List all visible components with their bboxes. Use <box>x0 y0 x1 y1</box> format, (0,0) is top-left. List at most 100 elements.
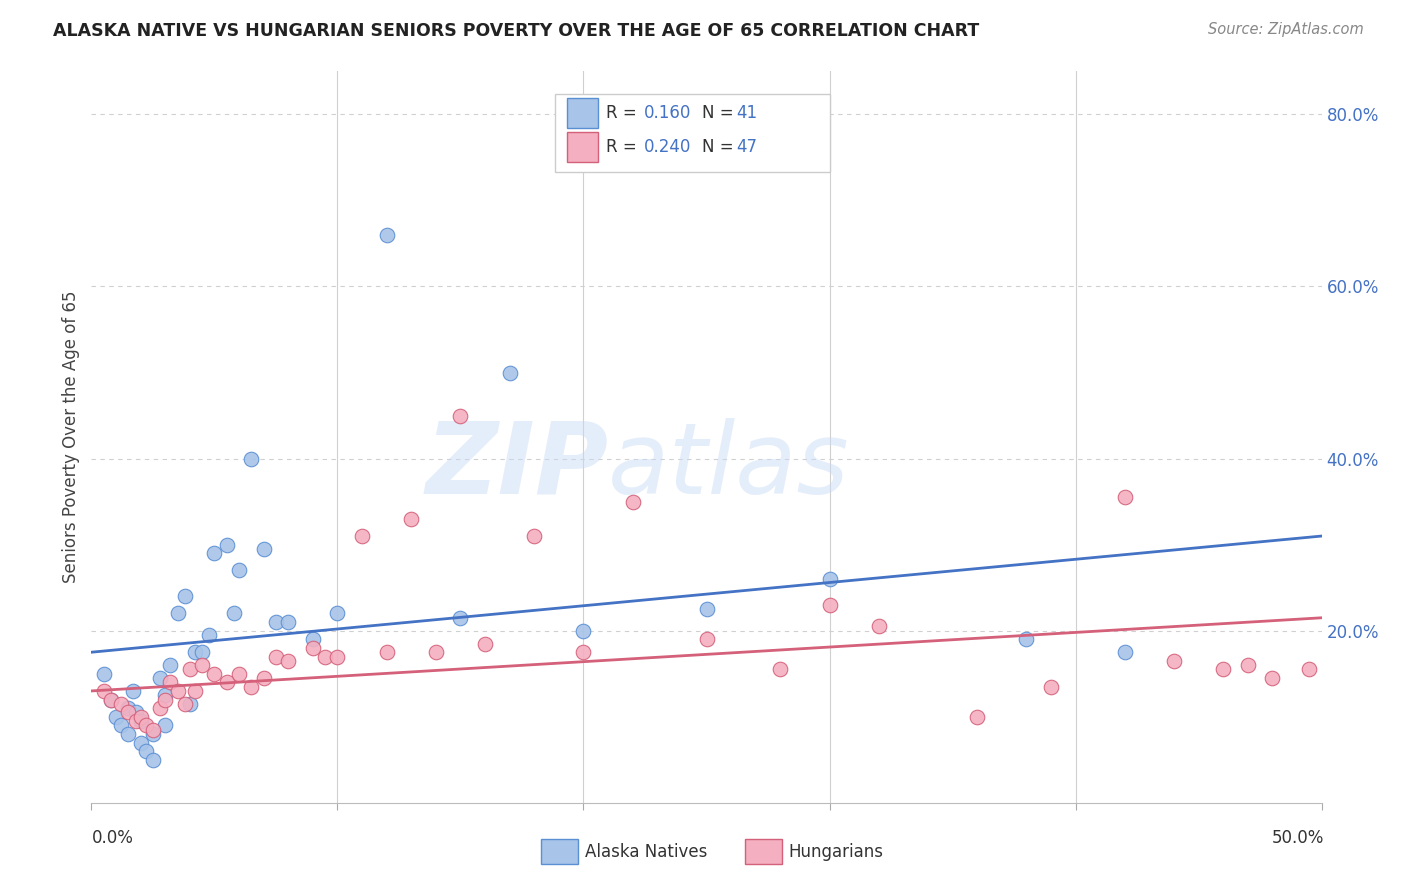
Point <box>228 564 250 578</box>
Point <box>166 684 188 698</box>
Point <box>1114 491 1136 505</box>
Point <box>695 602 717 616</box>
Point <box>149 701 172 715</box>
Point <box>129 714 152 728</box>
Point <box>202 666 225 681</box>
Point <box>198 628 221 642</box>
Point <box>153 692 177 706</box>
Text: R =: R = <box>606 138 643 156</box>
Point <box>100 692 122 706</box>
Point <box>1212 662 1234 676</box>
Point <box>124 706 146 720</box>
Point <box>110 718 132 732</box>
Point <box>399 512 422 526</box>
Text: R =: R = <box>606 104 643 122</box>
Point <box>142 753 165 767</box>
Text: ALASKA NATIVE VS HUNGARIAN SENIORS POVERTY OVER THE AGE OF 65 CORRELATION CHART: ALASKA NATIVE VS HUNGARIAN SENIORS POVER… <box>53 22 980 40</box>
Point <box>117 701 139 715</box>
Point <box>621 494 644 508</box>
Point <box>966 710 988 724</box>
Point <box>695 632 717 647</box>
Point <box>142 727 165 741</box>
Point <box>277 615 299 629</box>
Point <box>326 649 349 664</box>
Point <box>818 598 841 612</box>
Y-axis label: Seniors Poverty Over the Age of 65: Seniors Poverty Over the Age of 65 <box>62 291 80 583</box>
Point <box>1163 654 1185 668</box>
Point <box>1261 671 1284 685</box>
Point <box>769 662 792 676</box>
Point <box>159 658 181 673</box>
Point <box>572 645 595 659</box>
Point <box>868 619 890 633</box>
Point <box>253 671 276 685</box>
Point <box>326 607 349 621</box>
Text: 47: 47 <box>737 138 758 156</box>
Point <box>110 697 132 711</box>
Point <box>240 680 263 694</box>
Point <box>1114 645 1136 659</box>
Point <box>166 607 188 621</box>
Point <box>301 632 323 647</box>
Point <box>474 637 496 651</box>
Point <box>215 538 238 552</box>
Point <box>117 727 139 741</box>
Point <box>1015 632 1038 647</box>
Point <box>523 529 546 543</box>
Point <box>352 529 374 543</box>
Point <box>93 684 115 698</box>
Point <box>449 611 471 625</box>
Point <box>314 649 336 664</box>
Point <box>179 697 201 711</box>
Point <box>498 366 520 380</box>
Point <box>253 541 276 556</box>
Point <box>375 645 398 659</box>
Point <box>818 572 841 586</box>
Point <box>135 744 156 758</box>
Point <box>174 697 197 711</box>
Text: N =: N = <box>702 104 738 122</box>
Point <box>228 666 250 681</box>
Point <box>124 714 146 728</box>
Point <box>135 718 156 732</box>
Point <box>215 675 238 690</box>
Point <box>129 735 152 749</box>
Point <box>183 684 207 698</box>
Text: 0.240: 0.240 <box>644 138 692 156</box>
Text: N =: N = <box>702 138 738 156</box>
Point <box>93 666 115 681</box>
Point <box>1298 662 1320 676</box>
Point <box>572 624 595 638</box>
Point <box>240 451 263 466</box>
Text: Hungarians: Hungarians <box>789 843 884 861</box>
Text: 41: 41 <box>737 104 758 122</box>
Point <box>100 692 122 706</box>
Point <box>1237 658 1260 673</box>
Point <box>142 723 165 737</box>
Point <box>191 658 214 673</box>
Point <box>183 645 207 659</box>
Point <box>129 710 152 724</box>
Point <box>202 546 225 560</box>
Point <box>153 688 177 702</box>
Text: Alaska Natives: Alaska Natives <box>585 843 707 861</box>
Point <box>159 675 181 690</box>
Text: 0.160: 0.160 <box>644 104 692 122</box>
Text: atlas: atlas <box>607 417 849 515</box>
Text: 0.0%: 0.0% <box>91 830 134 847</box>
Point <box>449 409 471 423</box>
Point <box>122 684 145 698</box>
Text: ZIP: ZIP <box>425 417 607 515</box>
Point <box>222 607 246 621</box>
Point <box>191 645 214 659</box>
Point <box>179 662 201 676</box>
Point <box>277 654 299 668</box>
Point <box>149 671 172 685</box>
Point <box>301 640 323 655</box>
Point <box>117 706 139 720</box>
Point <box>375 227 398 242</box>
Point <box>105 710 127 724</box>
Point <box>264 649 287 664</box>
Text: 50.0%: 50.0% <box>1272 830 1324 847</box>
Point <box>264 615 287 629</box>
